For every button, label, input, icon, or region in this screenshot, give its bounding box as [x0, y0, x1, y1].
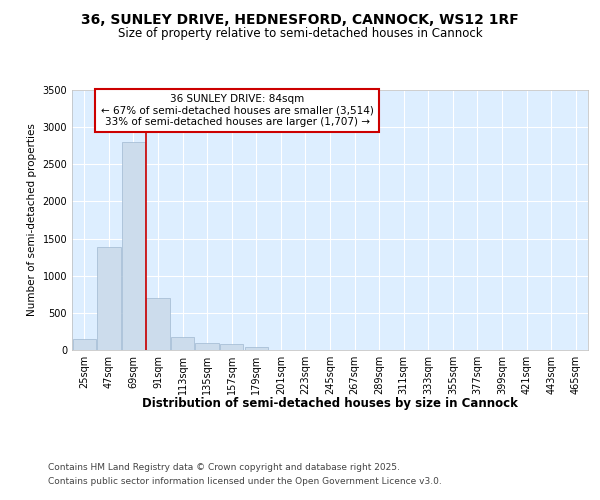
X-axis label: Distribution of semi-detached houses by size in Cannock: Distribution of semi-detached houses by … — [142, 397, 518, 410]
Text: Contains HM Land Registry data © Crown copyright and database right 2025.: Contains HM Land Registry data © Crown c… — [48, 464, 400, 472]
Bar — [245, 348, 268, 350]
Bar — [73, 339, 96, 350]
Text: 36 SUNLEY DRIVE: 84sqm
← 67% of semi-detached houses are smaller (3,514)
33% of : 36 SUNLEY DRIVE: 84sqm ← 67% of semi-det… — [101, 94, 374, 127]
Bar — [97, 246, 121, 350]
Text: Size of property relative to semi-detached houses in Cannock: Size of property relative to semi-detach… — [118, 28, 482, 40]
Bar — [196, 342, 219, 350]
Bar — [122, 142, 145, 350]
Bar — [171, 337, 194, 350]
Bar — [146, 298, 170, 350]
Y-axis label: Number of semi-detached properties: Number of semi-detached properties — [27, 124, 37, 316]
Text: Contains public sector information licensed under the Open Government Licence v3: Contains public sector information licen… — [48, 477, 442, 486]
Bar — [220, 344, 244, 350]
Text: 36, SUNLEY DRIVE, HEDNESFORD, CANNOCK, WS12 1RF: 36, SUNLEY DRIVE, HEDNESFORD, CANNOCK, W… — [81, 12, 519, 26]
